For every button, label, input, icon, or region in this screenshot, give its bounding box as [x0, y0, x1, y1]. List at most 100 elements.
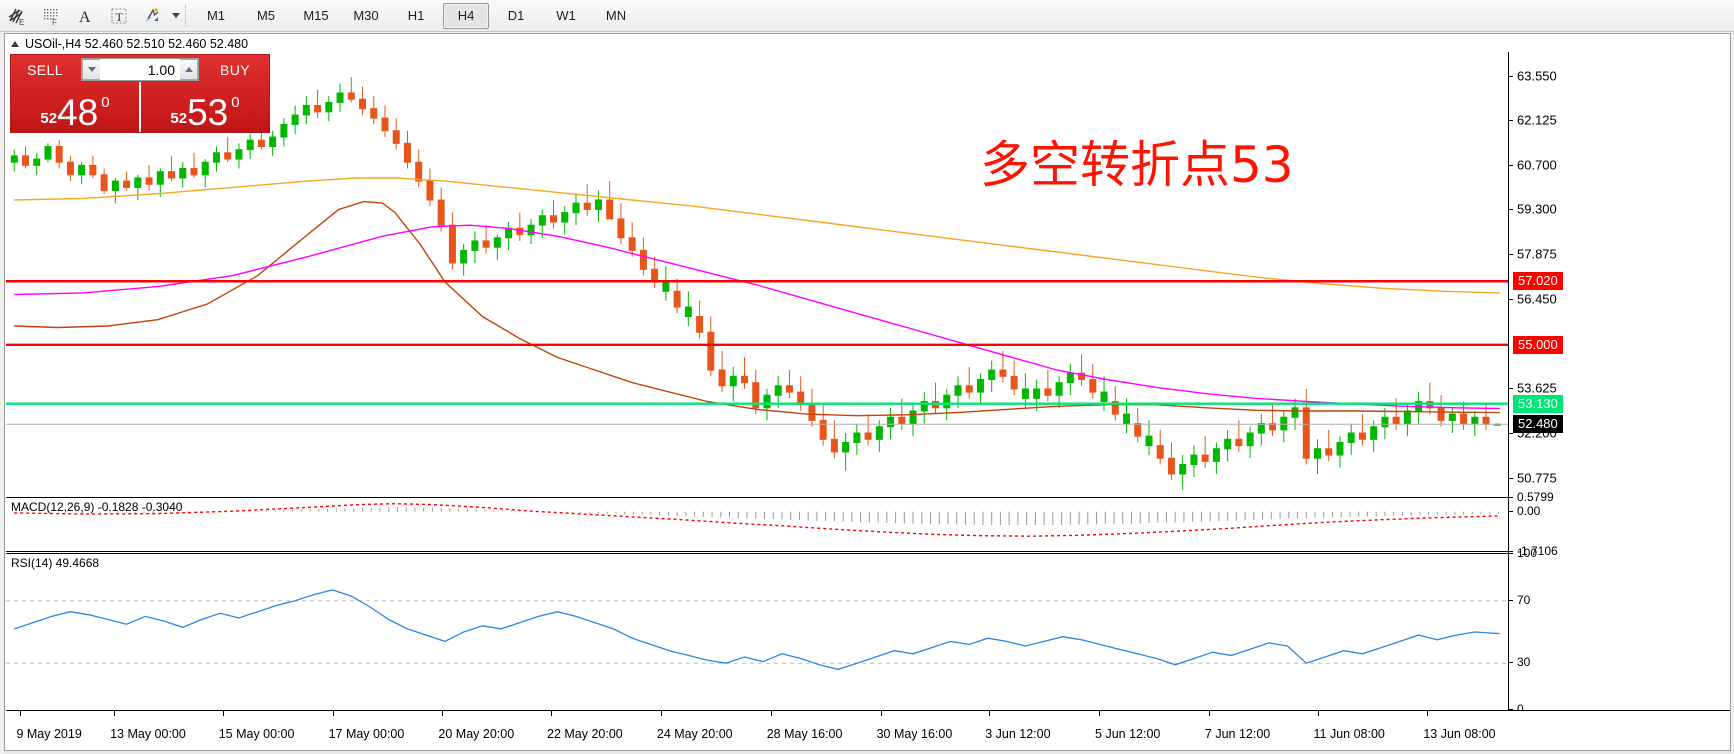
time-scale[interactable]: 9 May 2019 13 May 00:00 15 May 00:00 17 May…	[6, 710, 1730, 750]
indicators-grid-icon[interactable]: F	[35, 2, 67, 30]
buy-button[interactable]: BUY	[220, 61, 250, 78]
chart-toolbar: E F	[0, 0, 1734, 32]
rsi-tick-label: 30	[1517, 655, 1531, 670]
price-level-tag[interactable]: 57.020	[1513, 272, 1563, 291]
rsi-tick-mark	[1509, 709, 1513, 710]
price-level-tag[interactable]: 55.000	[1513, 335, 1563, 354]
price-tick-mark	[1509, 299, 1513, 301]
chevron-down-icon	[87, 67, 96, 72]
time-tick-mark	[442, 711, 444, 716]
price-tick-mark	[1509, 120, 1513, 122]
macd-tick-mark	[1509, 551, 1513, 552]
rsi-pane[interactable]: RSI(14) 49.4668	[6, 553, 1509, 710]
price-tick-mark	[1509, 75, 1513, 77]
time-tick-label: 17 May 00:00	[328, 727, 405, 741]
time-tick-mark	[551, 711, 553, 716]
time-tick-mark	[989, 711, 991, 716]
price-tick-mark	[1509, 209, 1513, 211]
time-tick-label: 9 May 2019	[16, 727, 82, 741]
timeframe-m15[interactable]: M15	[303, 8, 329, 23]
time-tick-mark	[114, 711, 116, 716]
price-level-tag[interactable]: 52.480	[1513, 415, 1563, 434]
time-tick-label: 15 May 00:00	[218, 727, 295, 741]
price-level-tag[interactable]: 53.130	[1513, 394, 1563, 413]
expert-advisors-icon[interactable]: E	[1, 2, 33, 30]
time-tick-label: 7 Jun 12:00	[1204, 727, 1271, 741]
macd-tick-mark	[1509, 510, 1513, 512]
price-tick-label: 56.450	[1517, 291, 1557, 307]
rsi-tick-mark	[1509, 599, 1513, 601]
price-tick-label: 63.550	[1517, 68, 1557, 84]
volume-stepper[interactable]: 1.00	[81, 58, 199, 81]
ask-price-box[interactable]: 52 53 0	[139, 82, 269, 132]
time-tick-label: 3 Jun 12:00	[985, 727, 1051, 741]
trade-panel-prices: 52 48 0 52 53 0	[11, 82, 269, 132]
rsi-chart-svg	[6, 589, 1509, 671]
timeframe-h4[interactable]: H4	[443, 2, 489, 29]
collapse-triangle-icon[interactable]	[11, 40, 19, 47]
time-tick-mark	[332, 711, 334, 716]
svg-text:A: A	[79, 9, 91, 26]
svg-text:F: F	[52, 18, 57, 27]
time-tick-mark	[1317, 711, 1319, 716]
time-tick-mark	[1427, 711, 1429, 716]
svg-text:T: T	[116, 10, 124, 24]
bid-price-box[interactable]: 52 48 0	[11, 82, 139, 132]
time-tick-label: 24 May 20:00	[656, 727, 733, 741]
price-tick-label: 60.700	[1517, 157, 1557, 173]
one-click-trading-panel[interactable]: SELL 1.00 BUY 52 48 0 52 53 0	[10, 54, 270, 133]
time-tick-label: 13 May 00:00	[110, 727, 186, 741]
bid-price-point: 0	[101, 94, 110, 111]
arrows-objects-icon[interactable]	[137, 2, 169, 30]
timeframe-m5[interactable]: M5	[256, 8, 276, 23]
chevron-up-icon	[184, 67, 193, 72]
time-tick-mark	[660, 711, 662, 716]
timeframe-h1[interactable]: H1	[407, 8, 425, 23]
time-tick-label: 13 Jun 08:00	[1423, 727, 1496, 741]
time-tick-label: 20 May 20:00	[438, 727, 515, 741]
text-object-icon[interactable]: T	[103, 2, 135, 30]
rsi-tick-mark	[1509, 662, 1513, 664]
rsi-tick-label: 70	[1517, 592, 1531, 607]
toolbar-separator	[185, 4, 186, 27]
macd-title: MACD(12,26,9) -0.1828 -0.3040	[11, 500, 183, 514]
price-tick-label: 53.625	[1517, 380, 1557, 396]
text-label-icon[interactable]: A	[69, 2, 101, 30]
svg-text:E: E	[19, 18, 24, 27]
rsi-title: RSI(14) 49.4668	[11, 556, 100, 570]
macd-pane[interactable]: MACD(12,26,9) -0.1828 -0.3040	[6, 497, 1509, 552]
ask-price-prefix: 52	[170, 110, 188, 127]
macd-tick-label: 0.5799	[1517, 490, 1554, 504]
bid-price-main: 48	[57, 92, 99, 133]
volume-input[interactable]: 1.00	[100, 59, 180, 80]
rsi-tick-label: 0	[1517, 702, 1524, 716]
timeframe-mn[interactable]: MN	[605, 8, 627, 23]
bid-price-prefix: 52	[40, 110, 58, 127]
volume-decrease-button[interactable]	[82, 59, 100, 80]
volume-increase-button[interactable]	[180, 59, 198, 80]
symbol-quote-bar: USOil-,H4 52.460 52.510 52.460 52.480	[7, 35, 248, 52]
horizontal-scrollbar[interactable]	[4, 751, 1731, 754]
macd-tick-label: -1.7106	[1517, 544, 1558, 558]
timeframe-m1[interactable]: M1	[206, 8, 226, 23]
time-tick-label: 28 May 16:00	[766, 727, 843, 741]
trade-panel-header: SELL 1.00 BUY	[11, 55, 269, 82]
price-scale[interactable]: 63.550 62.125 60.700 59.300 57.875 56.450 53.6…	[1508, 52, 1730, 716]
time-tick-label: 5 Jun 12:00	[1095, 727, 1161, 741]
price-tick-label: 62.125	[1517, 112, 1557, 128]
time-tick-mark	[880, 711, 882, 716]
chart-window: USOil-,H4 52.460 52.510 52.460 52.480 MA…	[4, 33, 1731, 751]
timeframe-d1[interactable]: D1	[507, 8, 525, 23]
timeframe-w1[interactable]: W1	[556, 8, 576, 23]
time-tick-label: 30 May 16:00	[876, 727, 953, 741]
time-tick-mark	[222, 711, 224, 716]
time-tick-mark	[1099, 711, 1101, 716]
timeframe-m30[interactable]: M30	[353, 8, 379, 23]
sell-button[interactable]: SELL	[27, 61, 63, 78]
rsi-tick-label: 100	[1517, 546, 1538, 560]
price-tick-mark	[1509, 165, 1513, 167]
toolbar-dropdown-caret[interactable]	[172, 13, 180, 18]
chart-annotation-text: 多空转折点53	[980, 136, 1294, 194]
time-tick-mark	[1208, 711, 1210, 716]
